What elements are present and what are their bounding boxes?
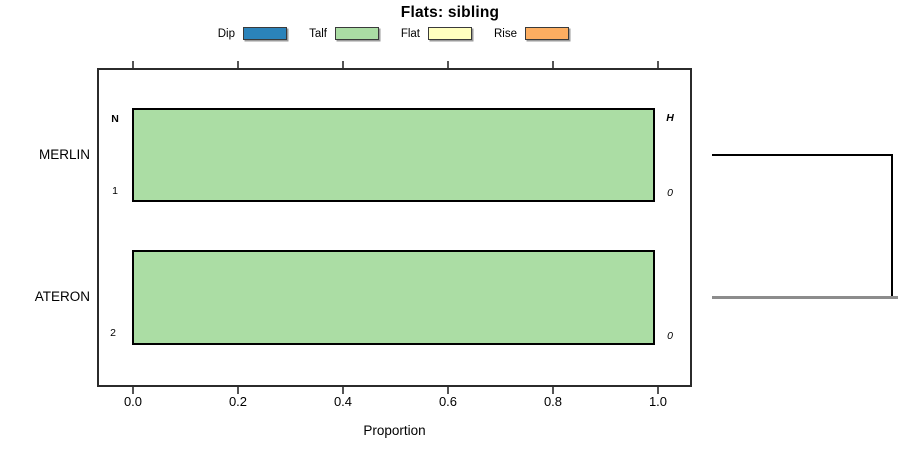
axis-tick-bottom [447, 387, 449, 394]
legend-swatch-rise [525, 27, 569, 40]
x-axis-title: Proportion [363, 423, 426, 438]
dendrogram-branch-merlin [712, 154, 893, 156]
bar-ateron-talf [132, 250, 655, 345]
legend-item-talf: Talf [297, 26, 379, 41]
annotation-merlin-right-value: 0 [667, 187, 673, 199]
axis-tick-bottom [657, 387, 659, 394]
axis-tick-top [237, 61, 239, 68]
legend-swatch-dip [243, 27, 287, 40]
legend-item-label: Dip [217, 27, 235, 40]
axis-tick-top [552, 61, 554, 68]
legend-item-flat: Flat [390, 26, 472, 41]
x-tick-label: 1.0 [648, 394, 668, 409]
bar-merlin-talf [132, 108, 655, 202]
axis-tick-top [132, 61, 134, 68]
legend-item-label: Talf [309, 27, 327, 40]
axis-tick-bottom [552, 387, 554, 394]
axis-tick-bottom [237, 387, 239, 394]
legend-item-rise: Rise [487, 26, 569, 41]
annotation-ateron-left-value: 2 [110, 327, 116, 339]
y-category-label-merlin: MERLIN [38, 147, 90, 162]
legend-item-label: Rise [493, 27, 517, 40]
x-tick-label: 0.8 [543, 394, 563, 409]
annotation-right-header: H [666, 112, 674, 124]
legend-swatch-talf [335, 27, 379, 40]
y-category-label-ateron: ATERON [34, 289, 90, 304]
annotation-ateron-right-value: 0 [667, 330, 673, 342]
annotation-merlin-left-value: 1 [112, 185, 118, 197]
axis-tick-top [342, 61, 344, 68]
axis-tick-top [657, 61, 659, 68]
dendrogram-join-line [891, 154, 893, 298]
axis-tick-top [447, 61, 449, 68]
legend-item-dip: Dip [205, 26, 287, 41]
x-tick-label: 0.0 [123, 394, 143, 409]
legend-item-label: Flat [400, 27, 420, 40]
legend-swatch-flat [428, 27, 472, 40]
x-tick-label: 0.4 [333, 394, 353, 409]
axis-tick-bottom [342, 387, 344, 394]
annotation-left-header: N [111, 113, 119, 125]
x-tick-label: 0.6 [438, 394, 458, 409]
chart-title: Flats: sibling [400, 4, 500, 21]
dendrogram-branch-ateron [712, 296, 898, 299]
x-tick-label: 0.2 [228, 394, 248, 409]
axis-tick-bottom [132, 387, 134, 394]
